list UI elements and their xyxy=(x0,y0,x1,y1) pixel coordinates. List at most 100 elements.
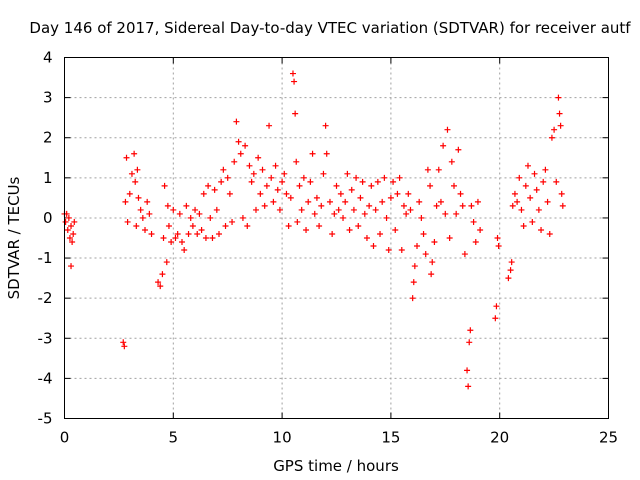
data-point xyxy=(387,194,394,201)
data-point xyxy=(218,178,225,185)
data-point xyxy=(68,263,75,270)
data-point xyxy=(392,226,399,233)
data-point xyxy=(266,122,273,129)
data-point xyxy=(383,214,390,221)
data-point xyxy=(368,182,375,189)
data-point xyxy=(133,222,140,229)
data-point xyxy=(146,210,153,217)
data-point xyxy=(370,243,377,250)
data-point xyxy=(322,122,329,129)
data-point xyxy=(134,166,141,173)
data-point xyxy=(270,198,277,205)
data-point xyxy=(207,214,214,221)
data-point xyxy=(363,235,370,241)
data-point xyxy=(514,198,521,205)
data-point xyxy=(457,190,464,197)
data-point xyxy=(168,239,175,246)
data-point xyxy=(135,194,142,201)
data-point xyxy=(124,218,131,225)
data-point xyxy=(372,206,379,213)
data-point xyxy=(202,235,209,241)
data-point xyxy=(132,178,139,185)
data-point xyxy=(407,206,414,213)
data-point xyxy=(200,190,207,197)
data-point xyxy=(261,202,268,209)
data-point xyxy=(164,202,171,209)
data-point xyxy=(518,206,525,213)
data-point xyxy=(300,174,307,181)
data-point xyxy=(183,202,190,209)
data-point xyxy=(494,235,501,241)
data-point xyxy=(540,178,547,185)
data-point xyxy=(66,235,73,241)
y-tick-label: -4 xyxy=(38,369,53,387)
data-point xyxy=(461,251,468,258)
data-point xyxy=(451,182,458,189)
data-point xyxy=(444,126,451,133)
data-point xyxy=(326,198,333,205)
data-point xyxy=(309,150,316,157)
data-point xyxy=(400,202,407,209)
data-point xyxy=(294,218,301,225)
data-point xyxy=(416,198,423,205)
data-point xyxy=(298,206,305,213)
data-point xyxy=(222,222,229,229)
data-point xyxy=(157,283,164,290)
data-point xyxy=(477,226,484,233)
x-tick-label: 5 xyxy=(169,429,179,447)
axis-ticks: 0 5 10 15 20 25 -5 -4 -3 -2 -1 0 1 2 3 4 xyxy=(38,49,619,447)
data-point xyxy=(446,235,453,241)
x-tick-label: 10 xyxy=(273,429,292,447)
data-point xyxy=(448,158,455,165)
y-tick-label: 3 xyxy=(43,89,53,107)
data-point xyxy=(248,178,255,185)
data-point xyxy=(268,174,275,181)
data-point xyxy=(505,275,512,282)
data-point xyxy=(311,210,318,217)
data-point xyxy=(213,206,220,213)
data-point xyxy=(520,222,527,229)
data-point xyxy=(242,142,249,149)
data-point xyxy=(538,226,545,233)
x-tick-label: 0 xyxy=(60,429,70,447)
data-point xyxy=(453,210,460,217)
data-point xyxy=(70,230,77,237)
data-point xyxy=(329,230,336,237)
data-point xyxy=(516,174,523,181)
data-point xyxy=(442,210,449,217)
data-point xyxy=(418,214,425,221)
data-point xyxy=(192,206,199,213)
data-point xyxy=(459,202,466,209)
data-point xyxy=(414,243,421,250)
data-point xyxy=(126,190,133,197)
data-point xyxy=(220,166,227,173)
data-point xyxy=(161,182,168,189)
data-point xyxy=(172,235,179,241)
data-point xyxy=(69,239,76,246)
data-point xyxy=(507,267,514,274)
data-point xyxy=(131,150,138,157)
grid-lines xyxy=(64,57,609,419)
data-point xyxy=(394,190,401,197)
data-point xyxy=(403,210,410,217)
data-point xyxy=(287,194,294,201)
data-point xyxy=(159,271,166,278)
data-point xyxy=(472,239,479,246)
data-point xyxy=(337,190,344,197)
data-point xyxy=(320,170,327,177)
data-point xyxy=(381,174,388,181)
data-point xyxy=(313,194,320,201)
data-point xyxy=(551,126,558,133)
data-point xyxy=(422,251,429,258)
data-point xyxy=(224,174,231,181)
y-tick-label: -3 xyxy=(38,329,53,347)
data-point xyxy=(235,138,242,145)
data-point xyxy=(342,198,349,205)
data-point xyxy=(259,166,266,173)
data-point xyxy=(355,222,362,229)
data-point xyxy=(252,206,259,213)
data-point xyxy=(511,190,518,197)
x-tick-label: 15 xyxy=(381,429,400,447)
data-point xyxy=(410,279,417,286)
data-point xyxy=(353,174,360,181)
